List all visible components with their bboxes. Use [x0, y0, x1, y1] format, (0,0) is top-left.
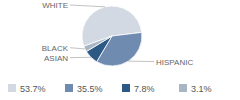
slices [82, 6, 142, 66]
pie-slice [84, 36, 112, 52]
legend-label: 53.7% [20, 84, 46, 94]
chart: WHITE HISPANIC ASIANBLACK 53.7% 35.5% 7.8% 3.1… [0, 0, 240, 100]
slice-label: BLACK [42, 44, 69, 53]
legend: 53.7% 35.5% 7.8% 3.1% [8, 84, 212, 94]
legend-swatch [8, 84, 16, 92]
legend-swatch [179, 84, 187, 92]
legend-swatch [122, 84, 130, 92]
leader-line [70, 57, 91, 58]
legend-label: 7.8% [134, 84, 155, 94]
slice-label: WHITE [42, 1, 68, 10]
legend-label: 3.1% [191, 84, 212, 94]
slice-labels: WHITE HISPANIC ASIANBLACK [42, 1, 194, 67]
legend-swatch [65, 84, 73, 92]
leader-line [128, 61, 154, 62]
legend-label: 35.5% [77, 84, 103, 94]
slice-label: HISPANIC [156, 58, 193, 67]
slice-label: ASIAN [44, 54, 68, 63]
leader-line [70, 5, 105, 7]
leader-line [70, 48, 85, 49]
